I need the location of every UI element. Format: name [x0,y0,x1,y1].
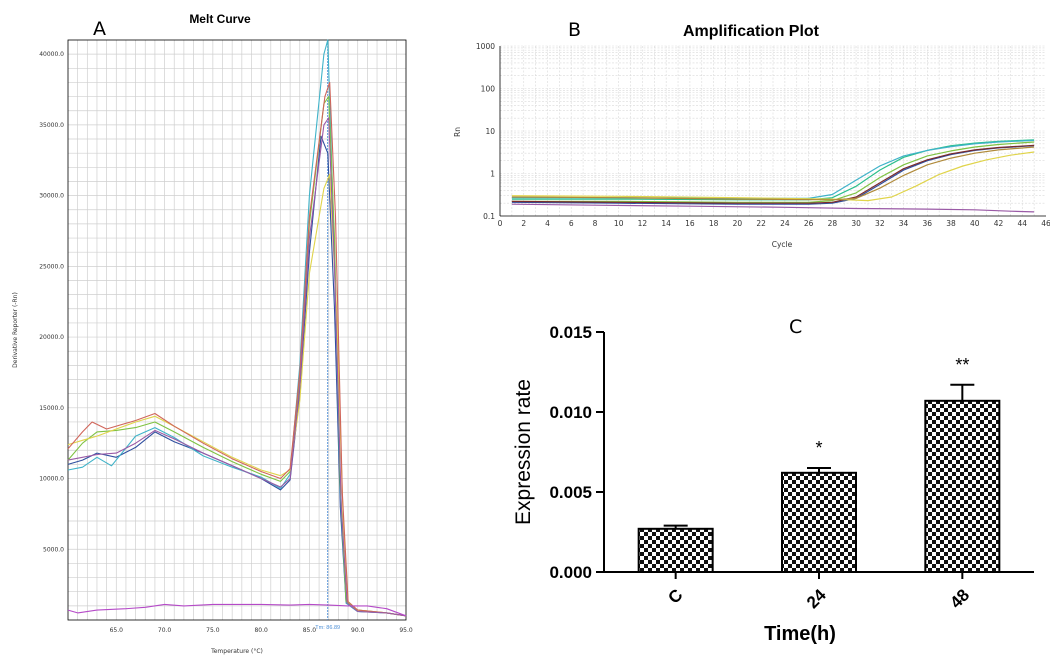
melt-curve-x-tick-label: 65.0 [110,627,124,634]
amplification-series-line [511,151,1035,202]
melt-curve-series-line [67,135,407,617]
bar-48 [924,399,1001,573]
melt-curve-y-tick-label: 30000.0 [39,193,64,200]
amplification-x-tick-label: 28 [828,219,838,228]
melt-curve-gridlines [68,40,406,620]
bar-24 [781,471,857,573]
amplification-x-tick-label: 0 [498,219,503,228]
amplification-x-tick-label: 42 [994,219,1004,228]
melt-curve-series-line [67,96,407,617]
bar-chart-axes: 0.000 0.005 0.010 0.015 [549,323,1034,582]
amplification-x-tick-label: 40 [970,219,980,228]
amplification-series-line [511,139,1035,199]
bar-chart-y-tick-label: 0.010 [549,403,592,422]
amplification-plot-y-axis-label: Rn [453,127,462,137]
melt-curve-series-line [67,81,407,617]
bar-chart-y-tick-label: 0.005 [549,483,592,502]
amplification-x-tick-label: 36 [923,219,933,228]
amplification-x-tick-label: 22 [756,219,766,228]
amplification-plot-panel: B Amplification Plot 0 2 4 6 8 10 12 14 16 18 20 22… [453,19,1050,249]
bar-chart-x-axis-label: Time(h) [764,623,836,645]
bar-chart-x-tick-label: C [664,585,686,607]
melt-curve-y-axis-label: Derivative Reporter (-Rn) [12,292,19,368]
melt-curve-y-tick-label: 25000.0 [39,263,64,270]
bar-chart-bars: C 24 * 48 ** [637,355,1001,612]
amplification-y-tick-label: 1 [490,170,495,179]
melt-curve-x-tick-label: 80.0 [254,627,268,634]
melt-curve-panel: A Melt Curve 65.0 70.0 75.0 80.0 85.0 90.0 95.… [12,12,413,655]
amplification-x-tick-label: 12 [638,219,648,228]
bar-chart-y-tick-label: 0.015 [549,323,592,342]
amplification-x-tick-label: 30 [851,219,861,228]
melt-curve-x-tick-label: 70.0 [158,627,172,634]
amplification-x-tick-label: 32 [875,219,885,228]
amplification-series-line [511,144,1035,204]
melt-curve-series-line [67,603,407,617]
panel-letter-a: A [93,18,106,40]
amplification-x-tick-label: 16 [685,219,695,228]
amplification-series-line [511,141,1035,203]
melt-curve-series-line [67,117,407,617]
melt-curve-x-tick-label: 85.0 [303,627,317,634]
panel-letter-c: C [789,316,802,338]
melt-curve-series-line [67,39,407,617]
amplification-plot-ticks: 0 2 4 6 8 10 12 14 16 18 20 22 24 26 28 30 32 34 36 38 40 42 4… [476,42,1050,228]
melt-curve-x-tick-label: 90.0 [351,627,365,634]
bar-chart-x-tick-label: 48 [946,585,973,612]
melt-curve-y-tick-label: 35000.0 [39,122,64,129]
amplification-plot-title: Amplification Plot [683,23,820,40]
amplification-plot-gridlines [500,45,1046,216]
amplification-x-tick-label: 18 [709,219,719,228]
amplification-series-line [511,139,1035,201]
melt-curve-title: Melt Curve [189,12,251,26]
melt-curve-x-tick-label: 75.0 [206,627,220,634]
amplification-series-line [511,146,1035,201]
amplification-x-tick-label: 8 [593,219,598,228]
bar-significance-marker: * [815,438,822,458]
amplification-x-tick-label: 6 [569,219,574,228]
melt-curve-y-tick-label: 40000.0 [39,51,64,58]
melt-curve-y-tick-label: 20000.0 [39,334,64,341]
amplification-plot-series-group [511,139,1035,213]
amplification-x-tick-label: 14 [661,219,671,228]
bar-chart-x-tick-label: 24 [803,585,830,612]
amplification-x-tick-label: 10 [614,219,624,228]
bar-chart-y-tick-label: 0.000 [549,563,592,582]
amplification-series-line [511,203,1035,213]
melt-curve-x-tick-label: 95.0 [399,627,413,634]
panel-letter-b: B [568,19,581,41]
melt-curve-y-tick-label: 5000.0 [43,546,64,553]
bar-C [637,527,714,573]
amplification-y-tick-label: 100 [481,85,496,94]
amplification-x-tick-label: 44 [1017,219,1027,228]
amplification-y-tick-label: 10 [485,127,495,136]
amplification-x-tick-label: 46 [1041,219,1050,228]
amplification-x-tick-label: 4 [545,219,550,228]
amplification-y-tick-label: 0.1 [483,212,495,221]
bar-chart-y-axis-label: Expression rate [512,379,535,525]
amplification-plot-x-axis-label: Cycle [772,240,793,249]
amplification-x-tick-label: 26 [804,219,814,228]
amplification-x-tick-label: 20 [733,219,743,228]
amplification-x-tick-label: 2 [521,219,526,228]
melt-curve-x-axis-label: Temperature (°C) [210,648,263,655]
melt-curve-ticks: 65.0 70.0 75.0 80.0 85.0 90.0 95.0 5000.0 10000.… [39,51,413,634]
amplification-y-tick-label: 1000 [476,42,495,51]
melt-curve-series-group [67,39,407,617]
melt-curve-y-tick-label: 10000.0 [39,476,64,483]
amplification-x-tick-label: 24 [780,219,790,228]
melt-curve-plot-frame [67,39,407,621]
melt-curve-y-tick-label: 15000.0 [39,405,64,412]
amplification-x-tick-label: 34 [899,219,909,228]
bar-significance-marker: ** [955,355,969,375]
melt-curve-tm-label: Tm: 86.89 [315,625,340,631]
amplification-x-tick-label: 38 [946,219,956,228]
